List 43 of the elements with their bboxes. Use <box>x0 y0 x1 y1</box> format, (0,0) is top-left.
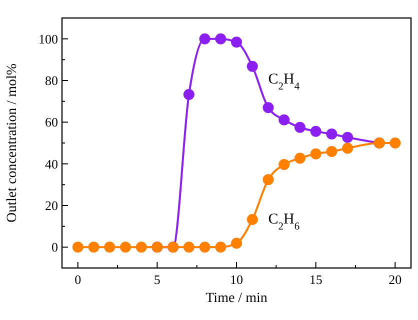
point <box>136 242 147 253</box>
y-tick-label: 0 <box>52 240 58 255</box>
y-tick-label: 60 <box>45 114 58 130</box>
x-tick-label: 10 <box>230 272 243 287</box>
point <box>294 152 306 164</box>
point <box>294 122 306 133</box>
y-axis-title: Outlet concentration / mol% <box>5 63 20 223</box>
point <box>215 242 226 253</box>
point <box>390 138 401 148</box>
point <box>231 238 242 249</box>
point <box>262 102 274 114</box>
point <box>183 242 194 253</box>
point <box>199 242 210 253</box>
point <box>246 60 258 72</box>
point <box>342 132 354 143</box>
point <box>88 242 100 253</box>
y-tick-label: 20 <box>45 198 58 213</box>
x-tick-label: 15 <box>309 272 322 287</box>
point <box>183 88 194 100</box>
series-label: C$_{2}$H$_{4}$ <box>268 72 300 92</box>
point <box>215 33 226 44</box>
y-tick-label: 80 <box>45 73 58 88</box>
point <box>120 242 131 253</box>
x-axis-title: Time / min <box>206 291 268 306</box>
point <box>326 146 338 158</box>
series-label: C$_{2}$H$_{6}$ <box>268 212 300 232</box>
point <box>246 214 258 225</box>
y-tick-label: 40 <box>45 156 58 172</box>
point <box>342 142 354 154</box>
x-tick-label: 0 <box>74 272 82 287</box>
point <box>310 148 322 160</box>
point <box>278 158 290 170</box>
y-tick-label: 100 <box>38 31 58 46</box>
x-tick-label: 5 <box>154 272 160 287</box>
point <box>72 242 84 253</box>
point <box>310 126 322 137</box>
point <box>326 128 338 140</box>
point <box>199 33 210 44</box>
point <box>262 174 274 186</box>
x-tick-label: 20 <box>388 272 402 287</box>
point <box>104 242 116 253</box>
point <box>278 114 290 126</box>
point <box>231 36 242 48</box>
